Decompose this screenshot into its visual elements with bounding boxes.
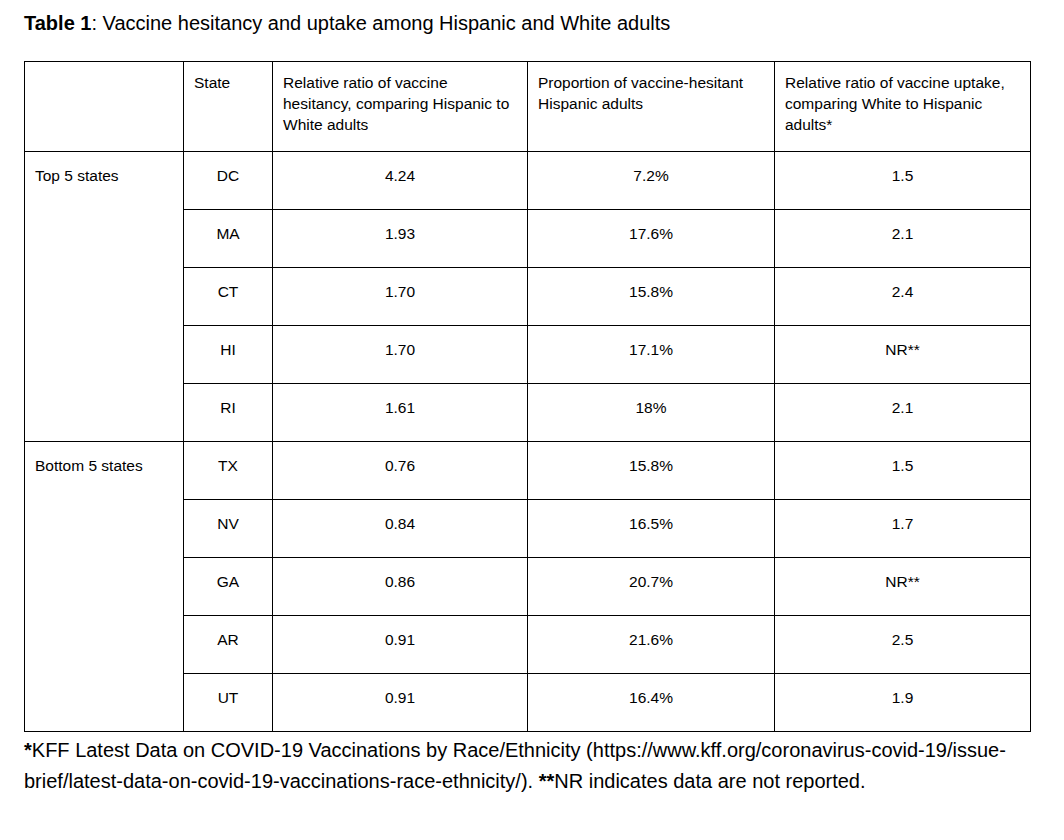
- footnote-double-asterisk: **: [539, 770, 555, 792]
- column-header-hesitancy-ratio: Relative ratio of vaccine hesitancy, com…: [273, 62, 528, 152]
- cell-hesitant-proportion: 17.1%: [528, 326, 775, 384]
- document-page: Table 1: Vaccine hesitancy and uptake am…: [0, 0, 1064, 840]
- cell-uptake-ratio: 1.5: [775, 152, 1031, 210]
- cell-hesitant-proportion: 16.5%: [528, 500, 775, 558]
- cell-uptake-ratio: 2.5: [775, 616, 1031, 674]
- cell-hesitant-proportion: 7.2%: [528, 152, 775, 210]
- cell-hesitant-proportion: 16.4%: [528, 674, 775, 732]
- cell-state: HI: [184, 326, 273, 384]
- cell-hesitancy-ratio: 1.70: [273, 326, 528, 384]
- data-table: State Relative ratio of vaccine hesitanc…: [24, 61, 1031, 732]
- table-row: Top 5 states DC 4.24 7.2% 1.5: [25, 152, 1031, 210]
- cell-hesitant-proportion: 21.6%: [528, 616, 775, 674]
- cell-hesitancy-ratio: 1.93: [273, 210, 528, 268]
- cell-hesitancy-ratio: 0.84: [273, 500, 528, 558]
- cell-state: CT: [184, 268, 273, 326]
- column-header-uptake-ratio: Relative ratio of vaccine uptake, compar…: [775, 62, 1031, 152]
- cell-uptake-ratio: NR**: [775, 326, 1031, 384]
- table-row: Bottom 5 states TX 0.76 15.8% 1.5: [25, 442, 1031, 500]
- cell-state: DC: [184, 152, 273, 210]
- cell-hesitant-proportion: 20.7%: [528, 558, 775, 616]
- group-cell-top5: Top 5 states: [25, 152, 184, 442]
- cell-uptake-ratio: 2.1: [775, 210, 1031, 268]
- cell-state: MA: [184, 210, 273, 268]
- header-row: State Relative ratio of vaccine hesitanc…: [25, 62, 1031, 152]
- cell-uptake-ratio: 2.1: [775, 384, 1031, 442]
- cell-hesitancy-ratio: 0.86: [273, 558, 528, 616]
- cell-hesitancy-ratio: 1.70: [273, 268, 528, 326]
- cell-hesitant-proportion: 17.6%: [528, 210, 775, 268]
- table-title: Table 1: Vaccine hesitancy and uptake am…: [24, 11, 1040, 35]
- cell-uptake-ratio: NR**: [775, 558, 1031, 616]
- column-header-hesitant-proportion: Proportion of vaccine-hesitant Hispanic …: [528, 62, 775, 152]
- cell-hesitancy-ratio: 4.24: [273, 152, 528, 210]
- cell-state: TX: [184, 442, 273, 500]
- cell-state: UT: [184, 674, 273, 732]
- cell-state: NV: [184, 500, 273, 558]
- table-title-caption: : Vaccine hesitancy and uptake among His…: [91, 12, 670, 34]
- table-title-label: Table 1: [24, 12, 91, 34]
- cell-uptake-ratio: 2.4: [775, 268, 1031, 326]
- cell-hesitancy-ratio: 0.76: [273, 442, 528, 500]
- cell-state: RI: [184, 384, 273, 442]
- cell-state: GA: [184, 558, 273, 616]
- cell-uptake-ratio: 1.5: [775, 442, 1031, 500]
- cell-hesitant-proportion: 15.8%: [528, 442, 775, 500]
- cell-hesitancy-ratio: 1.61: [273, 384, 528, 442]
- cell-hesitant-proportion: 15.8%: [528, 268, 775, 326]
- column-header-state: State: [184, 62, 273, 152]
- footnote-nr-text: NR indicates data are not reported.: [554, 770, 865, 792]
- cell-hesitancy-ratio: 0.91: [273, 616, 528, 674]
- footnote: *KFF Latest Data on COVID-19 Vaccination…: [24, 735, 1036, 797]
- footnote-asterisk: *: [24, 739, 32, 761]
- column-header-group: [25, 62, 184, 152]
- group-cell-bottom5: Bottom 5 states: [25, 442, 184, 732]
- cell-uptake-ratio: 1.9: [775, 674, 1031, 732]
- cell-hesitancy-ratio: 0.91: [273, 674, 528, 732]
- cell-state: AR: [184, 616, 273, 674]
- cell-uptake-ratio: 1.7: [775, 500, 1031, 558]
- cell-hesitant-proportion: 18%: [528, 384, 775, 442]
